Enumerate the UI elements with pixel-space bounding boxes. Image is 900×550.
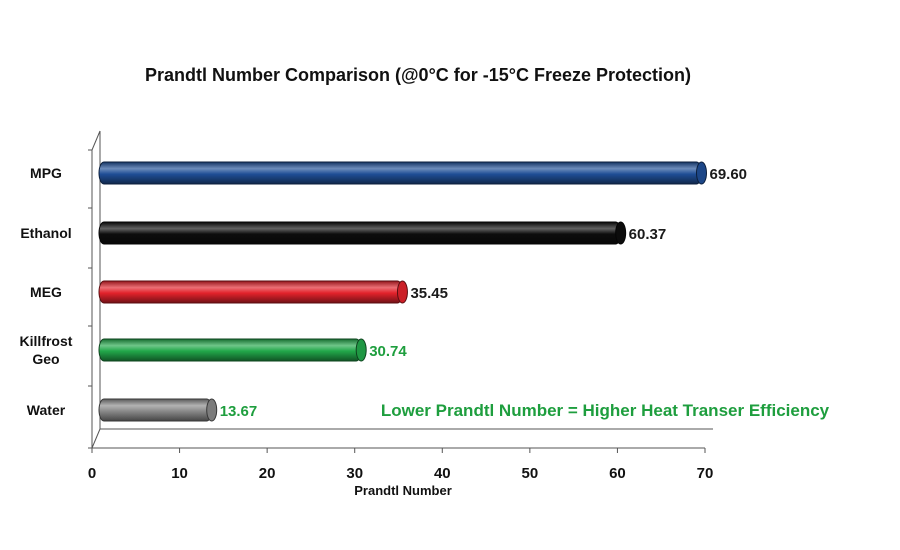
category-label: Ethanol — [20, 225, 71, 241]
category-labels: MPG Ethanol MEG Killfrost Geo Water — [20, 165, 73, 418]
bar-end-cap — [615, 221, 627, 245]
bars-group — [98, 161, 707, 422]
bar-0 — [98, 161, 707, 185]
bar-body — [98, 161, 702, 185]
x-tick-labels: 0 10 20 30 40 50 60 70 — [88, 448, 714, 482]
x-tick-label: 50 — [522, 465, 539, 482]
bar-end-cap — [206, 398, 218, 422]
chart-title: Prandtl Number Comparison (@0°C for -15°… — [145, 65, 691, 85]
x-tick-label: 60 — [609, 465, 626, 482]
category-label: Killfrost Geo — [20, 333, 73, 367]
x-tick-label: 10 — [171, 465, 188, 482]
bar-end-cap — [396, 280, 408, 304]
bar-end-cap — [695, 161, 707, 185]
bar-2 — [98, 280, 408, 304]
bar-body — [98, 398, 213, 422]
axis-bottom-connector — [91, 428, 101, 449]
category-label: MEG — [30, 284, 62, 300]
value-label: 69.60 — [709, 166, 747, 183]
x-tick-label: 40 — [434, 465, 451, 482]
efficiency-annotation: Lower Prandtl Number = Higher Heat Trans… — [381, 401, 830, 420]
x-tick-label: 70 — [697, 465, 714, 482]
bar-body — [98, 221, 622, 245]
bar-end-cap — [355, 338, 367, 362]
x-tick-label: 20 — [259, 465, 276, 482]
value-label: 35.45 — [410, 285, 448, 302]
x-tick-label: 30 — [346, 465, 363, 482]
value-label: 30.74 — [369, 343, 407, 360]
bar-body — [98, 338, 362, 362]
category-label: Water — [27, 402, 66, 418]
category-label: MPG — [30, 165, 62, 181]
value-label: 13.67 — [220, 403, 258, 420]
value-labels: 69.60 60.37 35.45 30.74 13.67 — [220, 166, 747, 420]
bar-4 — [98, 398, 218, 422]
x-axis-label: Prandtl Number — [354, 483, 452, 498]
bar-1 — [98, 221, 627, 245]
bar-body — [98, 280, 403, 304]
bar-3 — [98, 338, 367, 362]
axis-top-connector — [91, 130, 101, 151]
value-label: 60.37 — [629, 226, 667, 243]
x-tick-label: 0 — [88, 465, 96, 482]
